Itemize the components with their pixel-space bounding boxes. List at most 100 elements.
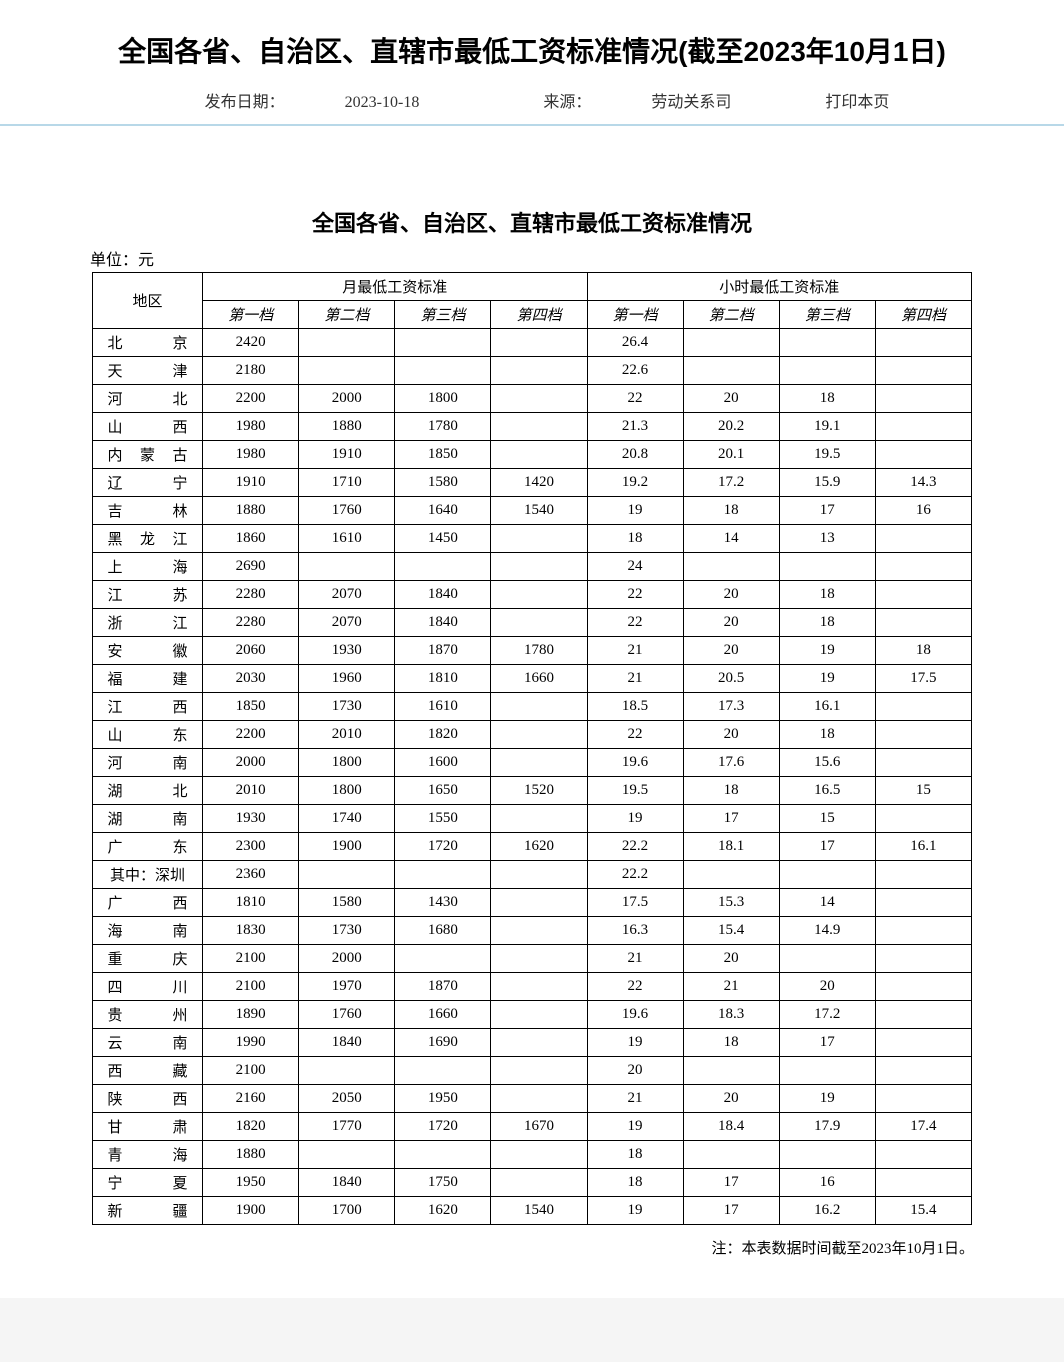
cell-h4 — [875, 917, 971, 945]
cell-h1: 22 — [587, 973, 683, 1001]
cell-region: 浙 江 — [93, 609, 203, 637]
cell-h4 — [875, 945, 971, 973]
cell-h3: 17.9 — [779, 1113, 875, 1141]
cell-m2 — [299, 861, 395, 889]
cell-m4: 1420 — [491, 469, 587, 497]
cell-h3 — [779, 1141, 875, 1169]
cell-m2 — [299, 357, 395, 385]
cell-h3: 17 — [779, 833, 875, 861]
cell-h1: 18 — [587, 525, 683, 553]
cell-h2: 18 — [683, 1029, 779, 1057]
cell-h3 — [779, 861, 875, 889]
cell-h4: 18 — [875, 637, 971, 665]
cell-m4 — [491, 1029, 587, 1057]
table-title: 全国各省、自治区、直辖市最低工资标准情况 — [60, 206, 1004, 238]
cell-h4 — [875, 525, 971, 553]
cell-h3: 14.9 — [779, 917, 875, 945]
cell-h3: 17 — [779, 1029, 875, 1057]
cell-h2: 20.2 — [683, 413, 779, 441]
cell-m3: 1800 — [395, 385, 491, 413]
cell-h4 — [875, 413, 971, 441]
region-name: 青 海 — [108, 1144, 188, 1165]
cell-h1: 22 — [587, 609, 683, 637]
cell-h1: 21 — [587, 637, 683, 665]
cell-m3: 1870 — [395, 973, 491, 1001]
table-row: 重 庆210020002120 — [93, 945, 972, 973]
cell-m2: 1700 — [299, 1197, 395, 1225]
cell-m2 — [299, 553, 395, 581]
cell-m3 — [395, 1057, 491, 1085]
col-h1: 第一档 — [587, 301, 683, 329]
page-title: 全国各省、自治区、直辖市最低工资标准情况(截至2023年10月1日) — [60, 30, 1004, 70]
cell-h1: 21.3 — [587, 413, 683, 441]
cell-h3: 18 — [779, 581, 875, 609]
cell-m1: 2160 — [203, 1085, 299, 1113]
cell-m4 — [491, 889, 587, 917]
col-m4: 第四档 — [491, 301, 587, 329]
cell-m3: 1430 — [395, 889, 491, 917]
cell-m3: 1600 — [395, 749, 491, 777]
table-row: 湖 北201018001650152019.51816.515 — [93, 777, 972, 805]
cell-h1: 16.3 — [587, 917, 683, 945]
cell-m4: 1520 — [491, 777, 587, 805]
table-row: 山 西19801880178021.320.219.1 — [93, 413, 972, 441]
table-row: 浙 江228020701840222018 — [93, 609, 972, 637]
cell-m2: 2050 — [299, 1085, 395, 1113]
cell-m4 — [491, 973, 587, 1001]
cell-m1: 1820 — [203, 1113, 299, 1141]
print-link[interactable]: 打印本页 — [825, 94, 889, 111]
cell-h4 — [875, 1169, 971, 1197]
table-row: 天 津218022.6 — [93, 357, 972, 385]
cell-region: 重 庆 — [93, 945, 203, 973]
region-name: 吉 林 — [108, 500, 188, 521]
cell-h1: 18.5 — [587, 693, 683, 721]
cell-region: 上 海 — [93, 553, 203, 581]
cell-m4 — [491, 1141, 587, 1169]
cell-region: 河北 — [93, 385, 203, 413]
col-region: 地区 — [93, 273, 203, 329]
cell-m1: 1890 — [203, 1001, 299, 1029]
cell-h3 — [779, 553, 875, 581]
region-name: 西 藏 — [108, 1060, 188, 1081]
col-monthly: 月最低工资标准 — [203, 273, 587, 301]
cell-m2: 1800 — [299, 749, 395, 777]
cell-region: 贵州 — [93, 1001, 203, 1029]
cell-m2 — [299, 1141, 395, 1169]
cell-h4 — [875, 385, 971, 413]
cell-m4 — [491, 1057, 587, 1085]
cell-region: 其中：深圳 — [93, 861, 203, 889]
cell-h1: 19.6 — [587, 1001, 683, 1029]
region-name: 天 津 — [108, 360, 188, 381]
cell-h2: 20 — [683, 1085, 779, 1113]
cell-region: 广 东 — [93, 833, 203, 861]
cell-m1: 2030 — [203, 665, 299, 693]
cell-region: 海 南 — [93, 917, 203, 945]
cell-m2: 1610 — [299, 525, 395, 553]
publish-date: 发布日期：2023-10-18 — [175, 94, 454, 111]
cell-m1: 1860 — [203, 525, 299, 553]
cell-h2: 17 — [683, 805, 779, 833]
cell-m1: 2200 — [203, 385, 299, 413]
cell-h4 — [875, 1001, 971, 1029]
cell-h4 — [875, 693, 971, 721]
cell-m4: 1620 — [491, 833, 587, 861]
cell-region: 陕 西 — [93, 1085, 203, 1113]
region-name: 河 南 — [108, 752, 188, 773]
region-name: 江 西 — [108, 696, 188, 717]
cell-h2: 20.1 — [683, 441, 779, 469]
cell-m2: 1730 — [299, 693, 395, 721]
cell-m1: 2420 — [203, 329, 299, 357]
cell-h1: 24 — [587, 553, 683, 581]
cell-h4 — [875, 553, 971, 581]
divider — [0, 124, 1064, 126]
cell-h1: 19 — [587, 1113, 683, 1141]
cell-m3: 1850 — [395, 441, 491, 469]
cell-m2: 1740 — [299, 805, 395, 833]
cell-m2: 2000 — [299, 385, 395, 413]
cell-m1: 1830 — [203, 917, 299, 945]
region-name: 广 西 — [108, 892, 188, 913]
table-row: 西 藏210020 — [93, 1057, 972, 1085]
cell-m1: 1880 — [203, 497, 299, 525]
cell-m3: 1680 — [395, 917, 491, 945]
cell-region: 西 藏 — [93, 1057, 203, 1085]
